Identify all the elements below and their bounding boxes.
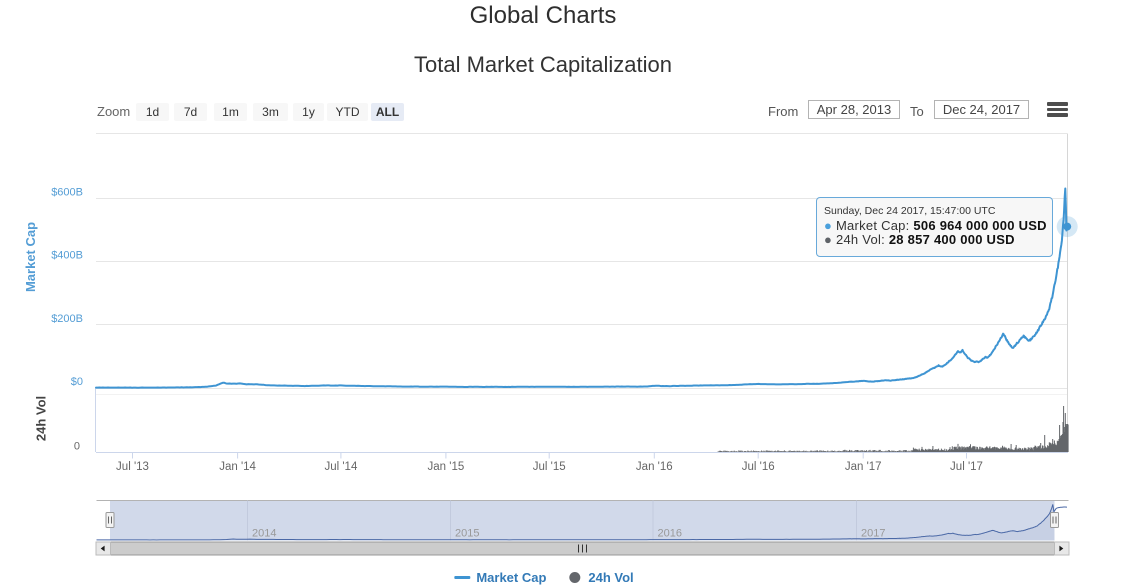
svg-text:2016: 2016 xyxy=(658,528,682,540)
svg-text:Jan '14: Jan '14 xyxy=(219,461,256,473)
svg-text:Jan '15: Jan '15 xyxy=(428,461,465,473)
svg-text:$600B: $600B xyxy=(51,186,83,198)
svg-text:Jan '16: Jan '16 xyxy=(636,461,673,473)
svg-text:$200B: $200B xyxy=(51,313,83,325)
svg-text:Jul '14: Jul '14 xyxy=(324,461,357,473)
svg-text:Jul '13: Jul '13 xyxy=(116,461,149,473)
svg-text:Jan '17: Jan '17 xyxy=(845,461,882,473)
svg-text:2017: 2017 xyxy=(861,528,885,540)
svg-text:$400B: $400B xyxy=(51,250,83,262)
svg-text:Jul '15: Jul '15 xyxy=(533,461,566,473)
svg-text:24h Vol: 24h Vol xyxy=(34,396,49,441)
svg-text:Jul '17: Jul '17 xyxy=(950,461,983,473)
svg-text:Market Cap: Market Cap xyxy=(23,222,38,292)
svg-text:0: 0 xyxy=(74,441,80,453)
svg-text:2014: 2014 xyxy=(252,528,276,540)
svg-text:2015: 2015 xyxy=(455,528,479,540)
svg-text:$0: $0 xyxy=(71,376,83,388)
svg-text:Jul '16: Jul '16 xyxy=(742,461,775,473)
